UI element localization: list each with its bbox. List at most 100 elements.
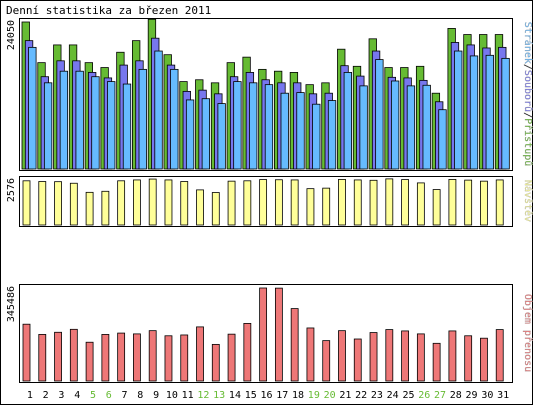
y-max-label: 345486 [6,286,17,322]
bar-hits-files-pages-Stránek-25 [406,85,416,170]
bar-volume-Objem přenosu-25 [401,330,409,382]
bar-visits-Návštěv-20 [322,187,331,226]
bar-visits-Návštěv-22 [353,179,362,226]
bar-visits-Návštěv-6 [101,190,110,226]
x-tick-label-5: 5 [90,390,96,401]
bar-visits-Návštěv-16 [259,179,268,226]
x-tick-label-30: 30 [481,390,493,401]
x-tick-label-24: 24 [387,390,399,401]
bar-visits-Návštěv-23 [369,179,378,226]
x-tick-label-3: 3 [58,390,64,401]
x-tick-label-25: 25 [402,390,414,401]
x-tick-label-16: 16 [260,390,272,401]
x-tick-label-6: 6 [106,390,112,401]
series-Objem přenosu [22,287,504,382]
bar-hits-files-pages-Stránek-28 [454,50,463,170]
bar-visits-Návštěv-12 [196,189,204,226]
bar-hits-files-pages-Stránek-30 [485,54,494,170]
bar-visits-Návštěv-27 [432,189,441,226]
x-tick-label-13: 13 [213,390,225,401]
bar-hits-files-pages-Stránek-2 [43,82,53,170]
bar-hits-files-pages-Stránek-27 [438,109,447,170]
bar-volume-Objem přenosu-29 [464,335,473,382]
bar-visits-Návštěv-3 [54,181,62,226]
x-tick-label-28: 28 [450,390,462,401]
bar-visits-Návštěv-1 [22,180,31,226]
x-tick-label-17: 17 [276,390,288,401]
bar-volume-Objem přenosu-12 [196,326,204,382]
x-tick-label-22: 22 [355,390,367,401]
bar-hits-files-pages-Stránek-13 [217,103,226,170]
bar-hits-files-pages-Stránek-11 [185,99,195,170]
x-tick-label-7: 7 [122,390,128,401]
bar-hits-files-pages-Stránek-5 [91,76,100,170]
bar-hits-files-pages-Stránek-17 [280,92,289,170]
bar-visits-Návštěv-26 [416,182,425,226]
x-tick-label-31: 31 [497,390,509,401]
bar-volume-Objem přenosu-3 [54,331,62,382]
bar-volume-Objem přenosu-26 [416,333,425,382]
x-tick-label-11: 11 [182,390,194,401]
bar-visits-Návštěv-7 [117,180,126,226]
bar-hits-files-pages-Stránek-21 [343,72,352,170]
bar-volume-Objem přenosu-22 [353,338,362,382]
legend-part: Stránek [522,22,533,64]
chart-title: Denní statistika za březen 2011 [6,4,211,17]
y-max-label: 2576 [6,178,17,202]
side-legend-label: Objem přenosu [522,294,533,372]
side-legend-label: Stránek/Souborů/Přístupů [522,22,533,167]
x-tick-label-18: 18 [292,390,304,401]
bar-hits-files-pages-Stránek-20 [327,100,337,170]
bar-hits-files-pages-Stránek-16 [264,84,274,170]
bar-volume-Objem přenosu-27 [432,342,441,382]
bar-hits-files-pages-Stránek-10 [170,68,179,170]
bar-hits-files-pages-Stránek-4 [75,70,84,170]
bar-hits-files-pages-Stránek-1 [28,46,37,170]
legend-part: / [522,112,533,118]
bar-visits-Návštěv-11 [180,181,189,226]
bar-visits-Návštěv-21 [338,179,346,226]
bar-volume-Objem přenosu-16 [259,287,268,382]
bar-volume-Objem přenosu-13 [211,343,220,382]
bar-volume-Objem přenosu-30 [480,337,488,382]
bar-visits-Návštěv-14 [227,180,236,226]
bar-volume-Objem přenosu-5 [85,341,94,382]
bar-visits-Návštěv-8 [133,179,141,226]
x-tick-label-19: 19 [308,390,320,401]
x-tick-label-29: 29 [466,390,478,401]
bar-hits-files-pages-Stránek-6 [107,81,116,170]
x-tick-label-12: 12 [197,390,209,401]
bar-hits-files-pages-Stránek-23 [375,59,384,170]
bar-volume-Objem přenosu-28 [448,330,457,382]
legend-part: Návštěv [522,180,533,222]
bar-volume-Objem přenosu-8 [133,333,141,382]
bar-hits-files-pages-Stránek-22 [359,85,368,170]
bar-volume-Objem přenosu-15 [243,322,252,382]
x-tick-label-9: 9 [153,390,159,401]
bar-hits-files-pages-Stránek-26 [422,84,431,170]
x-tick-label-10: 10 [166,390,178,401]
x-tick-label-26: 26 [418,390,430,401]
panel-frame [19,18,513,171]
bar-volume-Objem přenosu-2 [38,334,47,382]
bar-volume-Objem přenosu-17 [274,287,283,382]
bar-visits-Návštěv-29 [464,179,473,226]
legend-part: / [522,64,533,70]
panel-frame [19,284,513,383]
bar-visits-Návštěv-4 [69,182,78,226]
legend-part: Přístupů [522,118,533,166]
series-Návštěv [22,178,504,226]
bar-visits-Návštěv-24 [385,178,394,226]
x-tick-label-21: 21 [339,390,351,401]
bar-visits-Návštěv-10 [164,179,173,226]
bar-hits-files-pages-Stránek-7 [122,83,132,170]
bar-hits-files-pages-Stránek-15 [249,82,258,170]
bar-hits-files-pages-Stránek-29 [469,55,479,170]
bar-volume-Objem přenosu-21 [338,330,346,382]
bar-visits-Návštěv-28 [448,179,457,226]
bar-hits-files-pages-Stránek-24 [391,80,400,170]
bar-visits-Návštěv-30 [480,180,488,226]
bar-volume-Objem přenosu-18 [290,308,299,382]
bar-visits-Návštěv-9 [148,178,157,226]
